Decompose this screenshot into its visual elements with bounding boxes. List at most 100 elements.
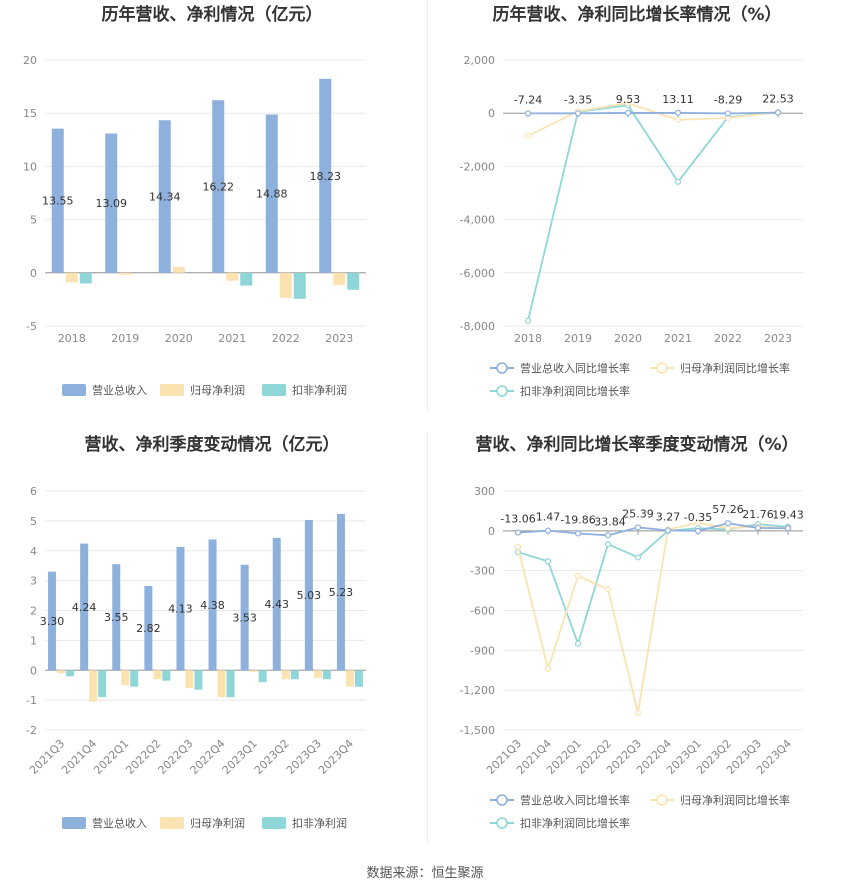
bar-revenue <box>212 100 225 273</box>
legend-swatch <box>62 384 86 396</box>
bar-net-profit <box>172 266 185 273</box>
y-tick-label: -6,000 <box>460 267 495 280</box>
x-tick-label: 2022 <box>714 332 742 345</box>
legend-marker <box>496 794 508 806</box>
point-revenue-growth <box>724 520 732 527</box>
point-net-profit-growth <box>604 586 612 593</box>
bar-data-label: 14.34 <box>149 191 181 204</box>
legend-swatch <box>160 384 184 396</box>
legend-label: 营业总收入 <box>92 816 147 830</box>
bar-deducted-profit <box>290 670 299 680</box>
x-tick-label: 2021 <box>664 332 692 345</box>
x-tick-label: 2023 <box>764 332 792 345</box>
line-data-label: 25.39 <box>622 507 654 520</box>
y-tick-label: 10 <box>23 160 37 173</box>
bar-net-profit <box>333 272 346 286</box>
y-tick-label: -1,500 <box>460 724 495 737</box>
y-tick-label: 15 <box>23 107 37 120</box>
legend-marker <box>656 362 668 374</box>
chart-title: 历年营收、净利情况（亿元） <box>102 4 323 25</box>
bar-data-label: 18.23 <box>310 170 342 183</box>
point-deducted-profit-growth <box>674 178 682 185</box>
legend-marker <box>496 385 508 397</box>
bar-net-profit <box>119 272 132 275</box>
annual-growth-rate-chart: 历年营收、净利同比增长率情况（%） -8,000 -6,000 -4,000 -2,00… <box>460 4 803 398</box>
bar-net-profit <box>121 670 130 686</box>
point-revenue-growth <box>774 109 782 116</box>
x-tick-label: 2022 <box>272 332 300 345</box>
x-tick-label: 2018 <box>514 332 542 345</box>
point-revenue-growth <box>574 530 582 537</box>
y-tick-label: -4,000 <box>460 214 495 227</box>
bar-revenue <box>176 546 185 671</box>
bar-net-profit <box>279 272 292 298</box>
bar-net-profit <box>217 670 226 698</box>
line-data-label: -3.35 <box>564 93 592 106</box>
legend-label: 归母净利润 <box>190 816 245 830</box>
legend-swatch <box>262 384 286 396</box>
legend-marker <box>496 362 508 374</box>
point-revenue-growth <box>784 525 792 532</box>
y-tick-label: -300 <box>470 565 495 578</box>
bar-net-profit <box>249 670 258 672</box>
bar-data-label: 2.82 <box>136 622 161 635</box>
line-data-label: 13.11 <box>662 93 694 106</box>
line-deducted-profit-growth <box>527 104 779 321</box>
line-data-label: 9.53 <box>616 93 641 106</box>
chart-title: 营收、净利季度变动情况（亿元） <box>85 434 340 455</box>
point-revenue-growth <box>604 532 612 539</box>
bar-revenue <box>80 543 89 671</box>
bar-data-label: 3.53 <box>232 612 257 625</box>
line-data-label: -7.24 <box>514 93 542 106</box>
bar-net-profit <box>313 670 322 678</box>
line-data-label: 1.47 <box>536 511 561 524</box>
bar-data-label: 13.55 <box>42 195 74 208</box>
point-revenue-growth <box>524 110 532 117</box>
y-tick-label: -900 <box>470 644 495 657</box>
chart-title: 营收、净利同比增长率季度变动情况（%） <box>475 434 798 455</box>
point-net-profit-growth <box>514 543 522 550</box>
line-data-label: 21.76 <box>742 508 774 521</box>
y-tick-label: -2,000 <box>460 160 495 173</box>
y-tick-label: 4 <box>30 545 37 558</box>
line-data-label: 22.53 <box>762 93 794 106</box>
bar-deducted-profit <box>226 670 235 698</box>
vertical-divider-bottom <box>427 432 428 842</box>
bar-net-profit <box>281 670 290 680</box>
point-net-profit-growth <box>674 116 682 123</box>
line-data-label: -33.84 <box>590 515 625 528</box>
y-tick-label: -8,000 <box>460 320 495 333</box>
bar-deducted-profit <box>258 670 267 683</box>
y-tick-label: -1 <box>26 694 37 707</box>
point-revenue-growth <box>634 524 642 531</box>
y-tick-label: -1,200 <box>460 684 495 697</box>
x-tick-label: 2023Q4 <box>316 737 356 777</box>
bar-deducted-profit <box>79 272 92 284</box>
bar-data-label: 14.88 <box>256 188 288 201</box>
line-data-label: 3.27 <box>656 510 681 523</box>
quarterly-bar-chart-panel: 营收、净利季度变动情况（亿元） -2 -1 0 1 2 3 4 5 6 2021Q3 2021Q4 20… <box>0 430 425 860</box>
y-tick-label: -2 <box>26 724 37 737</box>
legend-label: 扣非净利润 <box>292 816 347 830</box>
bar-deducted-profit <box>347 272 360 290</box>
point-revenue-growth <box>754 524 762 532</box>
legend-label: 营业总收入同比增长率 <box>520 361 630 375</box>
quarterly-growth-line-chart-panel: 营收、净利同比增长率季度变动情况（%） -1,500 -1,200 -900 -600 -… <box>425 430 850 860</box>
quarterly-revenue-profit-chart: 营收、净利季度变动情况（亿元）-2-101234562021Q32021Q420… <box>26 434 366 830</box>
y-tick-label: 2 <box>30 605 37 618</box>
point-net-profit-growth <box>634 709 642 716</box>
bar-revenue <box>48 571 57 671</box>
bar-revenue <box>51 128 64 273</box>
point-revenue-growth <box>624 109 632 117</box>
bar-deducted-profit <box>293 272 306 299</box>
y-tick-label: 20 <box>23 54 37 67</box>
data-source-label: 数据来源：恒生聚源 <box>366 866 484 881</box>
bar-revenue <box>336 514 345 671</box>
bar-data-label: 3.30 <box>40 615 65 628</box>
point-deducted-profit-growth <box>524 317 532 324</box>
point-revenue-growth <box>694 527 702 534</box>
y-tick-label: 1 <box>30 634 37 647</box>
point-deducted-profit-growth <box>544 558 552 565</box>
y-tick-label: -5 <box>26 320 37 333</box>
x-tick-label: 2023 <box>325 332 353 345</box>
